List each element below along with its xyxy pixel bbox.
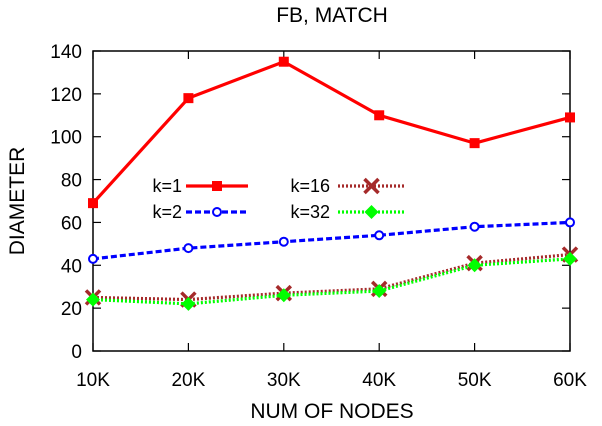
legend-entry-k=2: k=2	[152, 202, 248, 222]
x-tick-label: 40K	[362, 370, 396, 391]
legend-label: k=32	[290, 202, 330, 222]
legend-label: k=1	[152, 176, 182, 196]
series-point-k=1	[469, 138, 480, 149]
legend-label: k=2	[152, 202, 182, 222]
y-tick-label: 40	[61, 256, 82, 277]
series-line-k=1	[91, 60, 571, 205]
chart-title: FB, MATCH	[276, 4, 388, 27]
y-tick-label: 120	[50, 85, 82, 106]
y-tick-label: 60	[61, 213, 82, 234]
series-line-k=2	[92, 220, 571, 261]
series-k=1	[88, 56, 575, 209]
series-point-k=32	[181, 296, 196, 311]
series-point-k=1	[374, 110, 385, 121]
series-point-k=1	[565, 112, 575, 123]
y-tick-label: 80	[61, 171, 82, 192]
series-point-k=2	[565, 217, 575, 228]
legend-swatch-marker	[212, 207, 222, 217]
legend-entry-k=32: k=32	[290, 202, 405, 222]
x-tick-label: 50K	[458, 370, 492, 391]
series-k=16	[84, 246, 579, 308]
legend: k=1 k=2 k=16 k=32	[152, 176, 405, 222]
y-tick-label: 0	[71, 342, 82, 363]
series-point-k=1	[183, 93, 194, 104]
series-point-k=2	[374, 230, 385, 241]
legend-label: k=16	[290, 176, 330, 196]
y-axis: 0 20 40 60 80 100 120 140	[50, 42, 570, 363]
legend-entry-k=1: k=1	[152, 176, 248, 196]
series-point-k=32	[467, 258, 482, 273]
series-point-k=32	[276, 288, 291, 303]
legend-entry-k=16: k=16	[290, 176, 405, 196]
series-point-k=1	[88, 198, 98, 209]
series-point-k=2	[88, 253, 98, 264]
x-tick-label: 10K	[76, 370, 110, 391]
series-point-k=2	[278, 236, 289, 247]
y-axis-label: DIAMETER	[6, 147, 29, 256]
plot-frame	[92, 50, 571, 352]
series-k=32	[86, 251, 577, 311]
y-tick-label: 20	[61, 299, 82, 320]
series-point-k=32	[372, 284, 387, 298]
series-point-k=32	[563, 251, 577, 266]
series-point-k=1	[278, 56, 289, 67]
series-line-k=32	[92, 257, 571, 306]
legend-swatch-marker	[212, 181, 222, 191]
series-point-k=32	[86, 292, 100, 307]
y-tick-label: 100	[50, 128, 82, 149]
x-tick-label: 30K	[267, 370, 301, 391]
series-point-k=2	[469, 221, 480, 232]
x-tick-label: 20K	[171, 370, 205, 391]
x-tick-label: 60K	[553, 370, 587, 391]
series-layer	[84, 56, 579, 311]
series-point-k=2	[183, 243, 194, 254]
x-axis: 10K 20K 30K 40K 50K 60K	[76, 51, 587, 391]
series-line-k=16	[92, 252, 571, 302]
legend-swatch-marker	[364, 205, 379, 219]
y-tick-label: 140	[50, 42, 82, 63]
legend-swatch-marker	[363, 177, 380, 195]
x-axis-label: NUM OF NODES	[250, 400, 413, 423]
legend-swatch-marker-stroke-b	[363, 177, 380, 195]
series-k=2	[88, 217, 575, 264]
